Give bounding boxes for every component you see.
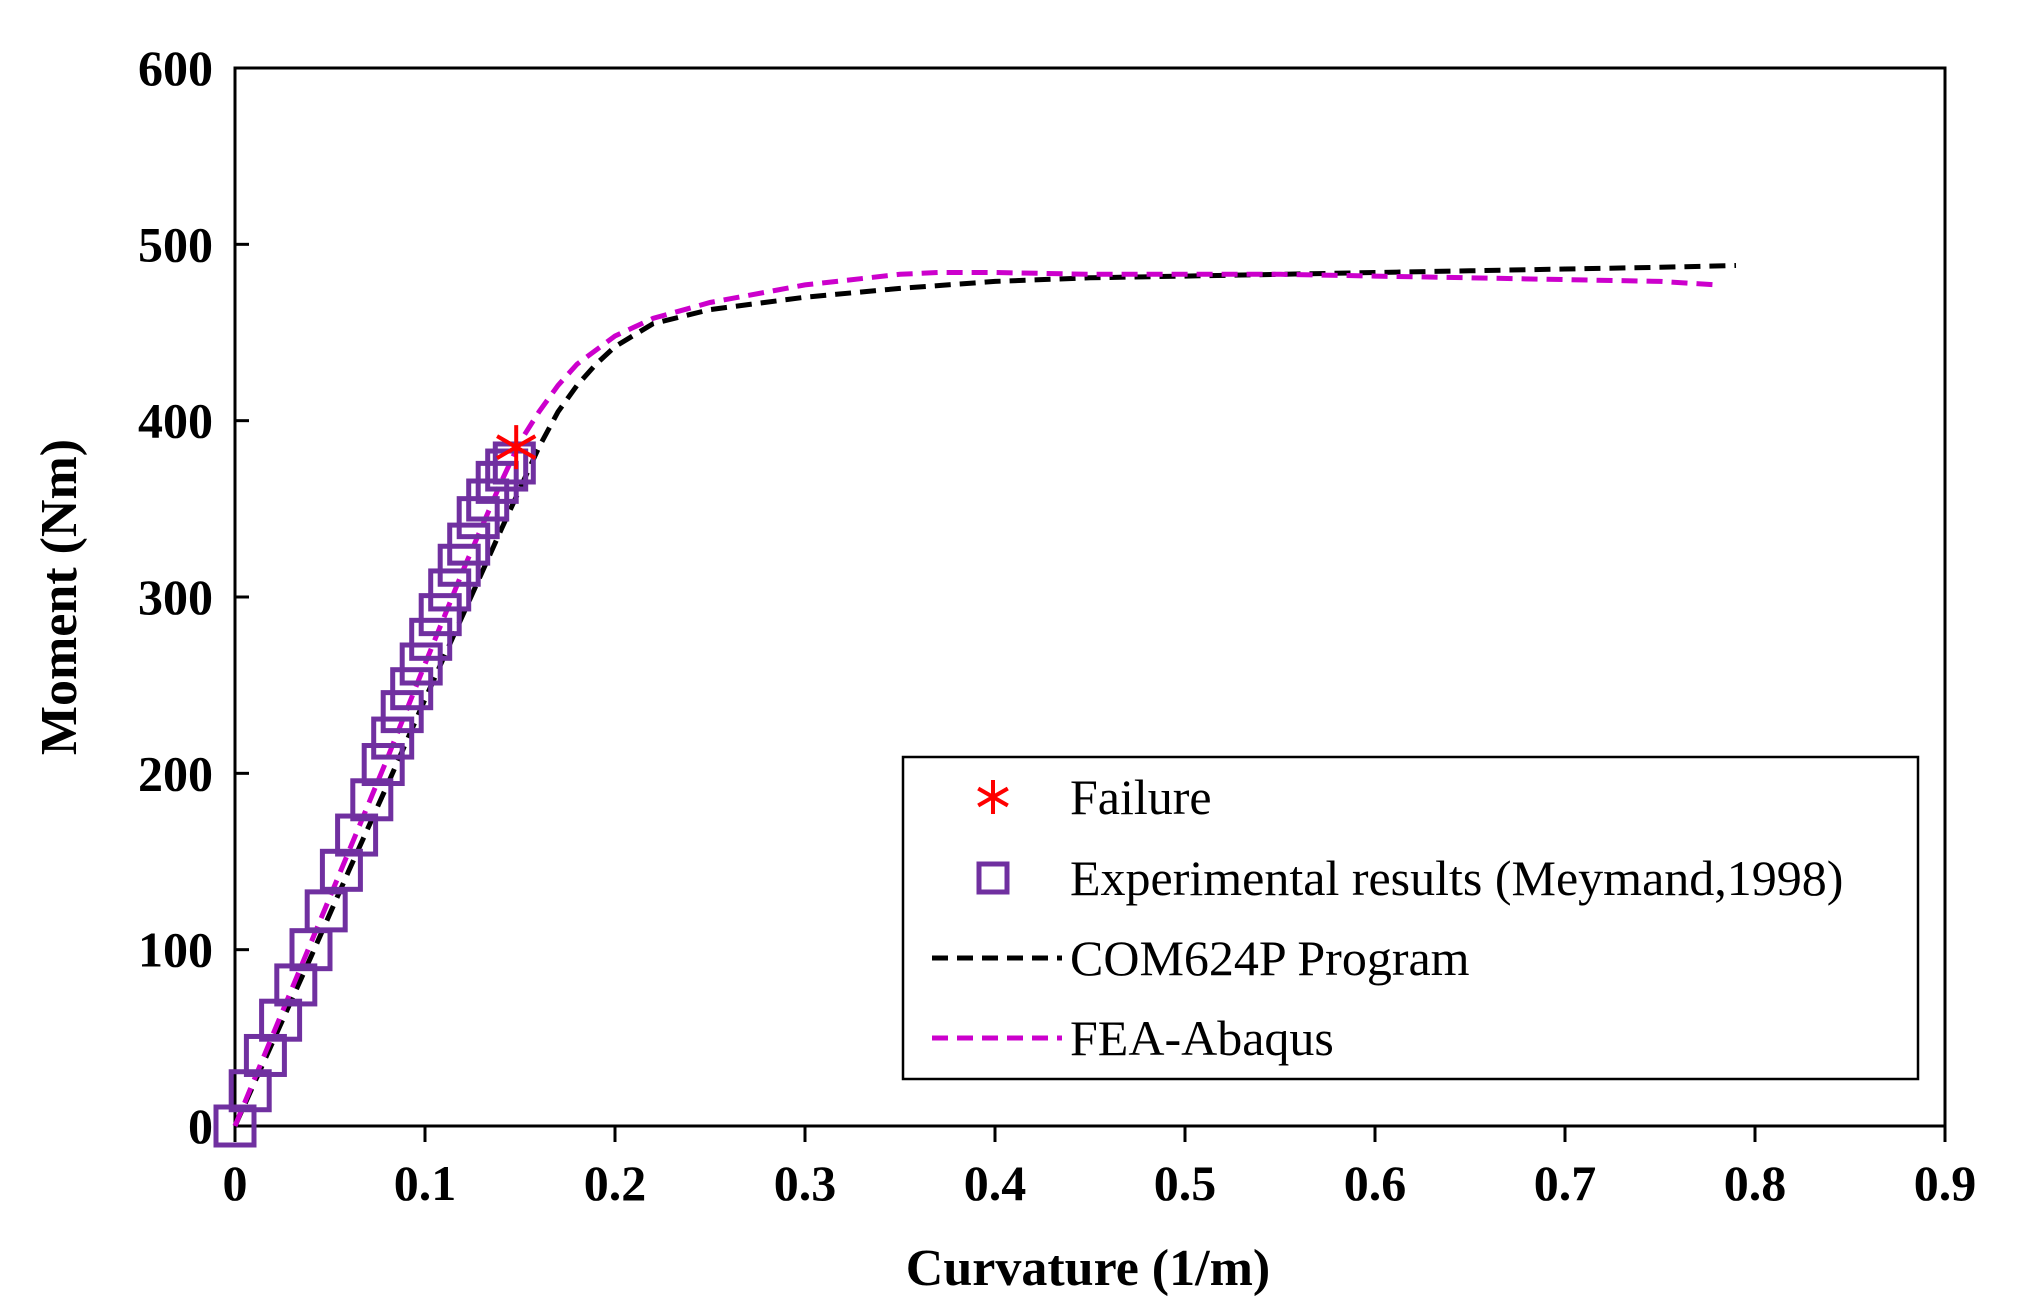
experimental-point xyxy=(371,716,415,760)
x-tick-label: 0.5 xyxy=(1154,1155,1217,1211)
x-tick-label: 0.4 xyxy=(964,1155,1027,1211)
legend-label: COM624P Program xyxy=(1070,930,1470,986)
experimental-point xyxy=(350,778,394,822)
failure-point xyxy=(496,425,537,470)
legend-item: COM624P Program xyxy=(932,930,1470,986)
x-tick-label: 0.8 xyxy=(1724,1155,1787,1211)
x-tick-label: 0.2 xyxy=(584,1155,647,1211)
legend-box xyxy=(901,755,1920,1081)
y-tick-label: 300 xyxy=(138,569,213,625)
experimental-point xyxy=(361,743,405,787)
experimental-point xyxy=(213,1104,257,1148)
legend-label: Experimental results (Meymand,1998) xyxy=(1070,850,1843,906)
legend-item: Failure xyxy=(977,769,1212,825)
legend-label: Failure xyxy=(1070,769,1212,825)
series-line-3 xyxy=(232,270,1718,1127)
experimental-point xyxy=(409,617,453,661)
y-axis-ticks: 0 100 200 300 400 500 600 xyxy=(138,40,249,1154)
legend: Failure Experimental results (Meymand,199… xyxy=(901,755,1920,1081)
y-tick-label: 200 xyxy=(138,745,213,801)
y-tick-label: 100 xyxy=(138,922,213,978)
x-tick-label: 0.6 xyxy=(1344,1155,1407,1211)
experimental-point xyxy=(274,963,318,1007)
x-tick-label: 0.7 xyxy=(1534,1155,1597,1211)
experimental-point xyxy=(447,522,491,566)
series-line-2 xyxy=(232,263,1737,1128)
experimental-point xyxy=(335,813,379,857)
x-tick-label: 0.3 xyxy=(774,1155,837,1211)
experimental-point xyxy=(243,1033,287,1077)
x-tick-label: 0.1 xyxy=(394,1155,457,1211)
y-tick-label: 500 xyxy=(138,216,213,272)
series-layer xyxy=(213,263,1737,1148)
experimental-point xyxy=(304,889,348,933)
x-tick-label: 0.9 xyxy=(1914,1155,1977,1211)
x-tick-label: 0 xyxy=(223,1155,248,1211)
y-tick-label: 400 xyxy=(138,393,213,449)
legend-failure-symbol xyxy=(977,780,1009,814)
legend-item: Experimental results (Meymand,1998) xyxy=(976,850,1843,906)
legend-square-symbol xyxy=(976,861,1010,895)
legend-label: FEA-Abaqus xyxy=(1070,1010,1334,1066)
y-axis-title: Moment (Nm) xyxy=(31,439,88,755)
y-tick-label: 0 xyxy=(188,1098,213,1154)
experimental-point xyxy=(418,593,462,637)
experimental-point xyxy=(399,642,443,686)
experimental-point xyxy=(228,1069,272,1113)
x-axis-title: Curvature (1/m) xyxy=(906,1240,1270,1297)
series-markers-1 xyxy=(213,441,536,1148)
experimental-point xyxy=(380,690,424,734)
experimental-point xyxy=(390,667,434,711)
experimental-point xyxy=(319,848,363,892)
y-tick-label: 600 xyxy=(138,40,213,96)
experimental-point xyxy=(259,998,303,1042)
experimental-point xyxy=(428,568,472,612)
x-axis-ticks: 0 0.1 0.2 0.3 0.4 0.5 0.6 0.7 0.8 0.9 xyxy=(223,1126,1977,1211)
legend-item: FEA-Abaqus xyxy=(932,1010,1334,1066)
